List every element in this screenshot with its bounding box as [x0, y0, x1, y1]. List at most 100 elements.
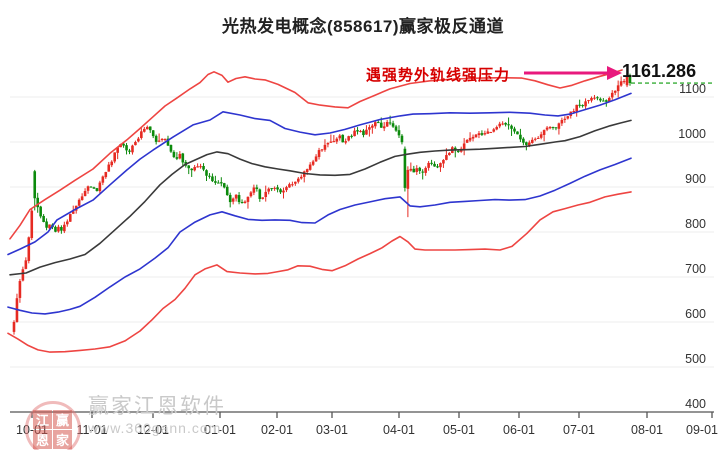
candle-down	[214, 181, 217, 183]
candle-up	[249, 192, 253, 197]
candle-down	[480, 133, 484, 135]
candle-up	[261, 197, 265, 199]
candle-up	[495, 127, 499, 130]
candle-up	[566, 116, 570, 119]
candle-up	[323, 144, 327, 150]
candle-up	[71, 211, 75, 214]
candle-down	[554, 127, 558, 129]
candle-up	[66, 221, 69, 225]
candle-up	[57, 226, 60, 232]
candle-down	[504, 122, 507, 125]
candle-up	[12, 322, 16, 332]
candle-up	[498, 123, 501, 127]
candle-down	[39, 206, 42, 217]
resistance-value-label: 1161.286	[622, 61, 697, 81]
candle-down	[391, 123, 395, 127]
candle-down	[60, 227, 63, 231]
candle-down	[421, 171, 424, 173]
candle-down	[356, 130, 359, 132]
candle-up	[193, 166, 196, 171]
candle-down	[516, 131, 519, 135]
candle-down	[89, 186, 93, 188]
candle-down	[519, 134, 522, 140]
candle-down	[602, 100, 605, 102]
candle-up	[344, 141, 347, 143]
candle-up	[140, 131, 143, 138]
candle-down	[525, 142, 528, 145]
candle-up	[98, 182, 102, 192]
candle-down	[166, 138, 170, 146]
candle-down	[394, 126, 398, 131]
candle-down	[341, 134, 345, 143]
channel-line-lower-inner	[7, 157, 632, 315]
candle-down	[92, 187, 96, 189]
candle-up	[471, 136, 475, 139]
candle-down	[190, 168, 193, 171]
candle-down	[237, 195, 241, 203]
x-tick-label: 07-01	[563, 423, 595, 437]
candle-up	[21, 269, 25, 281]
candle-up	[63, 224, 66, 232]
candle-up	[134, 142, 137, 146]
candle-down	[45, 221, 48, 228]
x-tick-label: 02-01	[261, 423, 293, 437]
candle-up	[252, 187, 256, 193]
candle-down	[187, 165, 191, 169]
candle-down	[430, 162, 433, 164]
candle-up	[305, 169, 309, 173]
candle-down	[513, 128, 516, 132]
candle-up	[625, 75, 629, 86]
candle-up	[575, 104, 578, 112]
candle-down	[551, 126, 555, 128]
candle-up	[613, 90, 617, 93]
candle-down	[599, 98, 602, 101]
grid-layer	[10, 96, 714, 368]
x-tick-label: 03-01	[316, 423, 348, 437]
candle-down	[362, 130, 365, 136]
candle-down	[270, 188, 273, 190]
candle-down	[276, 187, 279, 190]
candle-up	[178, 153, 182, 159]
candle-up	[27, 237, 31, 261]
annotation-arrow-icon	[524, 66, 622, 80]
candle-down	[33, 171, 37, 199]
candle-down	[175, 157, 179, 159]
candle-down	[169, 144, 173, 152]
candle-up	[353, 130, 356, 137]
candle-up	[160, 138, 164, 141]
candle-up	[137, 138, 140, 142]
x-tick-label: 10-01	[16, 423, 48, 437]
candle-up	[329, 141, 333, 143]
y-tick-label: 900	[685, 172, 706, 186]
candle-up	[143, 128, 146, 132]
candle-down	[202, 166, 205, 170]
candle-up	[542, 130, 546, 135]
candle-down	[350, 135, 353, 137]
candle-up	[610, 92, 614, 98]
candle-up	[291, 184, 294, 186]
candle-up	[539, 134, 543, 138]
candle-up	[299, 176, 303, 179]
candle-down	[522, 138, 525, 143]
candle-up	[314, 156, 318, 162]
candle-down	[507, 124, 510, 126]
candle-down	[628, 74, 632, 84]
candle-down	[211, 176, 214, 182]
candle-up	[445, 155, 448, 160]
candle-up	[528, 142, 531, 146]
candle-down	[95, 188, 99, 191]
candle-up	[474, 134, 478, 138]
candle-up	[465, 139, 469, 143]
y-tick-label: 500	[685, 352, 706, 366]
candle-up	[332, 141, 336, 143]
candle-down	[151, 130, 155, 137]
candle-up	[326, 143, 330, 145]
y-tick-label: 700	[685, 262, 706, 276]
candle-down	[388, 122, 392, 124]
candle-up	[427, 162, 430, 168]
candle-up	[622, 81, 626, 83]
y-tick-label: 800	[685, 217, 706, 231]
candle-up	[338, 135, 342, 139]
